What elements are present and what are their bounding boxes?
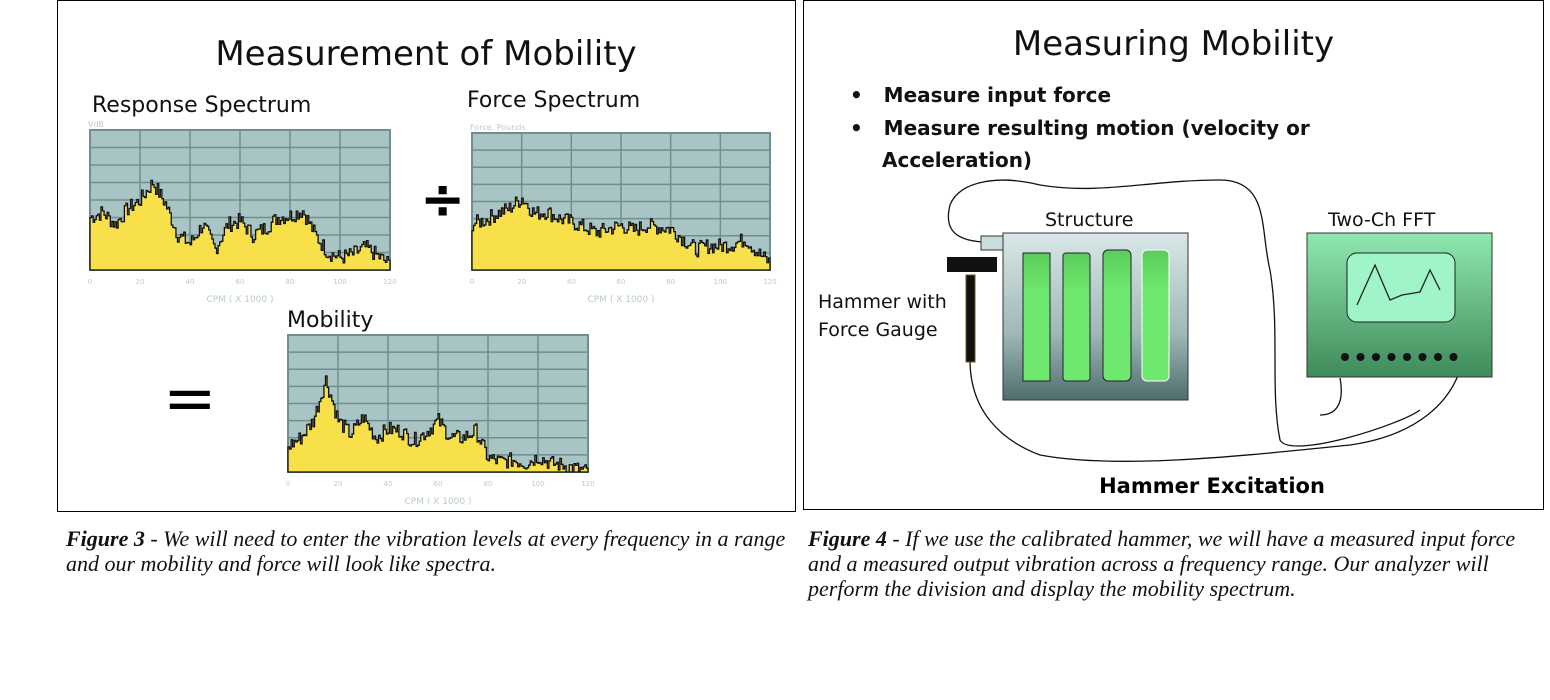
mobility-label: Mobility — [287, 308, 374, 333]
force-chart: 0 20 40 60 80 100 120 CPM ( X 1000 ) Force, Poun… — [470, 123, 777, 305]
x-tick-label: 40 — [567, 278, 576, 286]
x-tick-label: 40 — [186, 278, 195, 286]
hammer-label-line1: Hammer with — [818, 291, 947, 313]
x-tick-label: 100 — [714, 278, 727, 286]
response-chart: 0 20 40 60 80 100 120 CPM ( X 1000 ) VdB — [88, 120, 397, 305]
structure-label: Structure — [1045, 209, 1133, 231]
bullet-text: Measure input force — [883, 83, 1112, 107]
figure-3-caption: Figure 3 - We will need to enter the vib… — [66, 526, 786, 576]
x-tick-label: 120 — [763, 278, 776, 286]
caption-label: Figure 4 — [808, 526, 887, 551]
caption-text: - We will need to enter the vibration le… — [66, 526, 786, 576]
force-spectrum-label: Force Spectrum — [467, 88, 641, 113]
x-tick-label: 0 — [88, 278, 92, 286]
knob-icon — [1403, 353, 1411, 361]
x-axis-label: CPM ( X 1000 ) — [587, 295, 654, 305]
x-tick-label: 120 — [383, 278, 396, 286]
knob-icon — [1449, 353, 1458, 361]
structure-bars — [1022, 249, 1170, 382]
spectrum-area — [287, 375, 589, 473]
figure-4-caption: Figure 4 - If we use the calibrated hamm… — [808, 526, 1523, 601]
knob-icon — [1372, 353, 1380, 361]
spectrum-area — [471, 196, 771, 271]
x-tick-label: 20 — [136, 278, 145, 286]
x-tick-label: 60 — [236, 278, 245, 286]
x-tick-label: 40 — [384, 480, 393, 488]
y-axis-label: VdB — [88, 120, 104, 129]
response-spectrum-label: Response Spectrum — [92, 93, 312, 118]
x-tick-label: 80 — [666, 278, 675, 286]
knob-icon — [1434, 353, 1442, 361]
figure-3-title: Measurement of Mobility — [215, 34, 637, 74]
hammer-label-line2: Force Gauge — [818, 319, 938, 341]
x-tick-label: 60 — [617, 278, 626, 286]
bullet-continuation: Acceleration) — [882, 148, 1033, 172]
x-tick-label: 80 — [286, 278, 295, 286]
fft-label: Two-Ch FFT — [1327, 209, 1436, 231]
hammer-test-diagram: Structure Two-Ch FFT Hammer with Force G… — [818, 179, 1493, 462]
mobility-chart: 0 20 40 60 80 100 120 CPM ( X 1000 ) — [286, 334, 595, 507]
divide-symbol: ÷ — [420, 168, 466, 231]
knob-icon — [1341, 353, 1349, 361]
knob-icon — [1418, 353, 1427, 361]
accelerometer-icon — [980, 235, 1004, 251]
caption-label: Figure 3 — [66, 526, 145, 551]
bullet-item: • Measure resulting motion (velocity or — [850, 116, 1310, 140]
x-tick-label: 20 — [517, 278, 526, 286]
spectra-charts: 0 20 40 60 80 100 120 CPM ( X 1000 ) VdB 0 20 40 60 8… — [88, 120, 777, 507]
y-axis-label: Force, Pounds — [470, 123, 526, 132]
x-tick-label: 80 — [484, 480, 493, 488]
x-tick-label: 120 — [581, 480, 594, 488]
x-tick-label: 60 — [434, 480, 443, 488]
fft-knobs — [1341, 353, 1458, 361]
figure-4-title: Measuring Mobility — [1012, 24, 1335, 64]
hammer-head-icon — [947, 257, 997, 272]
figure-4-footer: Hammer Excitation — [1099, 474, 1325, 498]
hammer-handle-icon — [965, 274, 976, 363]
x-tick-label: 0 — [470, 278, 474, 286]
fft-trace — [1356, 263, 1441, 306]
caption-text: - If we use the calibrated hammer, we wi… — [808, 526, 1516, 601]
x-axis-label: CPM ( X 1000 ) — [404, 497, 471, 507]
bullet-text: Measure resulting motion (velocity or — [883, 116, 1310, 140]
knob-icon — [1356, 353, 1365, 361]
x-tick-label: 0 — [286, 480, 290, 488]
equals-symbol: = — [163, 362, 217, 436]
x-axis-label: CPM ( X 1000 ) — [206, 295, 273, 305]
fft-screen — [1346, 252, 1456, 323]
spectrum-area — [89, 179, 391, 271]
x-tick-label: 20 — [334, 480, 343, 488]
cables — [947, 179, 1461, 462]
x-tick-label: 100 — [333, 278, 346, 286]
bullet-item: • Measure input force — [850, 83, 1112, 107]
knob-icon — [1387, 353, 1396, 361]
x-tick-label: 100 — [531, 480, 544, 488]
